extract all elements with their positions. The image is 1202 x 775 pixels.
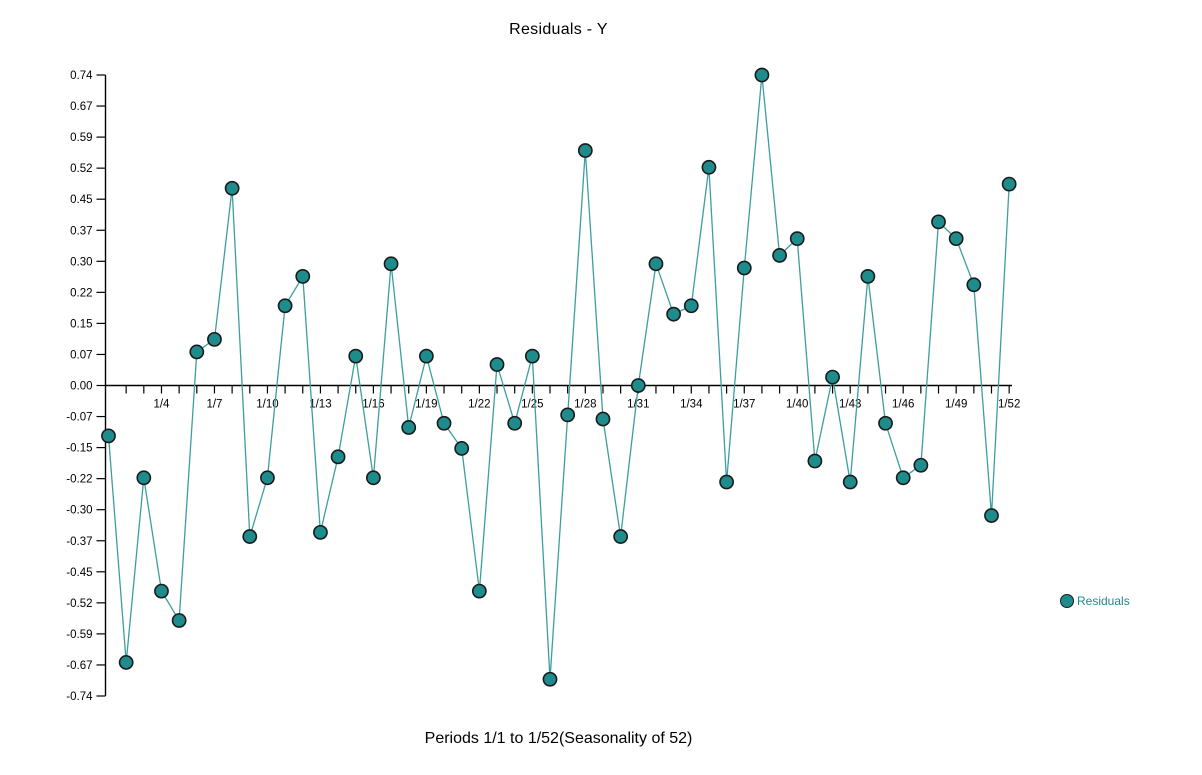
data-point xyxy=(736,260,752,276)
data-point xyxy=(701,159,717,175)
y-tick-label: -0.67 xyxy=(66,660,92,672)
x-tick-label: 1/34 xyxy=(680,399,703,411)
y-tick-label: 0.37 xyxy=(70,225,92,237)
y-tick-label: -0.59 xyxy=(66,629,92,641)
data-point xyxy=(436,415,452,431)
x-tick-label: 1/4 xyxy=(153,399,170,411)
data-point xyxy=(895,470,911,486)
y-tick-label: -0.07 xyxy=(66,412,92,424)
legend: Residuals xyxy=(1060,594,1130,608)
data-point xyxy=(966,277,982,293)
data-point xyxy=(878,415,893,431)
data-point xyxy=(242,529,258,544)
x-tick-label: 1/19 xyxy=(415,399,437,411)
data-point xyxy=(207,331,222,347)
data-point xyxy=(418,348,434,364)
data-point xyxy=(401,420,417,435)
y-tick-label: -0.45 xyxy=(66,567,92,579)
data-point xyxy=(383,256,399,272)
chart-title: Residuals - Y xyxy=(509,21,608,38)
data-point xyxy=(524,348,540,364)
x-tick-label: 1/43 xyxy=(839,399,861,411)
data-point xyxy=(136,470,152,486)
y-tick-label: 0.30 xyxy=(70,256,92,268)
y-tick-label: 0.22 xyxy=(70,287,92,299)
y-tick-label: 0.52 xyxy=(70,163,92,175)
y-tick-label: 0.00 xyxy=(70,381,92,393)
data-point xyxy=(807,453,823,469)
data-point xyxy=(154,583,169,599)
y-tick-label: 0.15 xyxy=(70,318,92,330)
x-tick-label: 1/49 xyxy=(945,399,967,411)
legend-label: Residuals xyxy=(1077,594,1130,608)
x-tick-label: 1/7 xyxy=(206,399,222,411)
data-point xyxy=(772,248,787,263)
data-point xyxy=(507,415,523,431)
data-point xyxy=(471,583,487,599)
x-tick-label: 1/52 xyxy=(998,399,1020,411)
y-tick-label: 0.59 xyxy=(70,132,92,144)
data-point xyxy=(842,474,858,490)
y-tick-label: 0.45 xyxy=(70,194,92,206)
y-tick-label: -0.52 xyxy=(66,598,92,610)
data-point xyxy=(577,143,593,158)
data-point xyxy=(860,269,876,284)
legend-marker-icon xyxy=(1060,594,1074,608)
data-point xyxy=(454,441,470,456)
data-point xyxy=(348,348,364,364)
x-tick-label: 1/28 xyxy=(574,399,596,411)
data-point xyxy=(313,524,328,540)
series-line xyxy=(107,74,1010,680)
data-point xyxy=(719,474,734,490)
x-tick-label: 1/46 xyxy=(892,399,914,411)
y-tick-label: -0.15 xyxy=(66,443,92,455)
data-point xyxy=(365,470,381,486)
data-point xyxy=(295,269,311,284)
data-point xyxy=(613,529,629,544)
data-point xyxy=(630,378,646,393)
data-point xyxy=(260,470,275,486)
y-tick-label: 0.74 xyxy=(70,70,93,82)
data-point xyxy=(931,214,946,230)
data-point xyxy=(913,457,929,473)
data-point xyxy=(277,298,293,314)
x-tick-label: 1/16 xyxy=(362,399,384,411)
x-tick-label: 1/13 xyxy=(309,399,331,411)
data-point xyxy=(595,411,611,427)
x-tick-label: 1/22 xyxy=(468,399,490,411)
data-point xyxy=(789,231,805,247)
data-point xyxy=(648,256,664,272)
data-point xyxy=(118,655,134,670)
data-point xyxy=(542,671,558,687)
data-point xyxy=(330,449,346,465)
data-point xyxy=(948,231,964,247)
data-point xyxy=(1001,176,1017,192)
data-point xyxy=(101,428,116,444)
data-point xyxy=(984,508,999,523)
data-point xyxy=(754,67,770,83)
data-point xyxy=(560,407,576,423)
data-point xyxy=(825,369,840,385)
x-tick-label: 1/10 xyxy=(256,399,278,411)
data-point xyxy=(189,344,205,360)
x-tick-label: 1/31 xyxy=(627,399,649,411)
x-tick-label: 1/37 xyxy=(733,399,755,411)
data-point xyxy=(171,613,187,628)
y-tick-label: -0.74 xyxy=(66,691,93,703)
data-point xyxy=(666,306,682,322)
y-tick-label: -0.30 xyxy=(66,505,92,517)
x-tick-label: 1/25 xyxy=(521,399,543,411)
data-point xyxy=(224,180,240,196)
y-tick-label: 0.67 xyxy=(70,101,92,113)
chart-caption: Periods 1/1 to 1/52(Seasonality of 52) xyxy=(424,730,693,747)
data-point xyxy=(489,357,505,372)
data-point xyxy=(683,298,699,314)
y-tick-label: -0.22 xyxy=(66,474,92,486)
y-tick-label: -0.37 xyxy=(66,536,92,548)
x-tick-label: 1/40 xyxy=(786,399,808,411)
y-tick-label: 0.07 xyxy=(70,349,92,361)
